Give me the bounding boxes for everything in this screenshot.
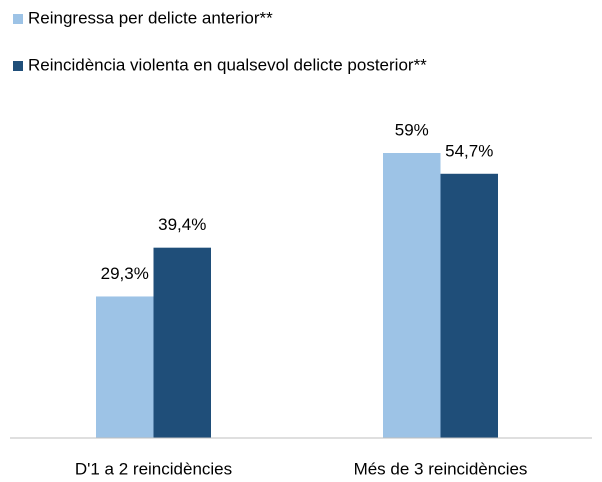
legend-swatch — [13, 61, 23, 71]
bar — [153, 247, 211, 438]
value-label: 54,7% — [445, 141, 493, 160]
bar — [383, 153, 441, 438]
bar — [440, 173, 498, 438]
bar — [96, 296, 154, 438]
legend-label: Reincidència violenta en qualsevol delic… — [28, 55, 427, 74]
x-tick-label: Més de 3 reincidències — [354, 459, 528, 478]
legend-swatch — [13, 14, 23, 24]
value-label: 39,4% — [158, 215, 206, 234]
x-tick-label: D'1 a 2 reincidències — [75, 459, 232, 478]
value-label: 29,3% — [101, 264, 149, 283]
legend-label: Reingressa per delicte anterior** — [28, 8, 273, 27]
value-label: 59% — [395, 120, 429, 139]
